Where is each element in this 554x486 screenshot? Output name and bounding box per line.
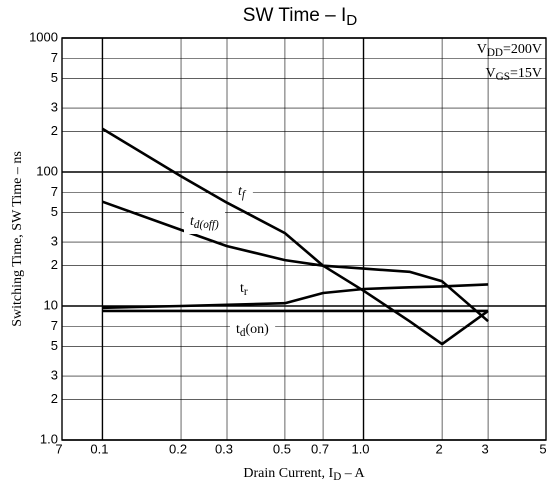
x-tick-label: 1.0: [351, 441, 369, 456]
y-tick-label: 5: [51, 70, 58, 85]
subscript: f: [242, 189, 247, 201]
text-part: V: [477, 42, 487, 57]
y-tick-label: 7: [51, 318, 58, 333]
label-bg: [232, 182, 253, 204]
y-tick-label: 3: [51, 100, 58, 115]
text-part: Drain Current, I: [243, 466, 333, 481]
y-tick-label: 1000: [29, 29, 58, 44]
text-part: t: [190, 214, 195, 229]
x-tick-label: 7: [55, 441, 62, 456]
y-tick-label: 2: [51, 257, 58, 272]
text-part: – A: [341, 466, 365, 481]
series-line: [102, 283, 489, 310]
text-part: t: [240, 281, 244, 296]
label-bg: [230, 320, 276, 342]
y-tick-label: 3: [51, 234, 58, 249]
label-bg: [234, 279, 254, 301]
text-part: (on): [245, 322, 269, 337]
text-part: V: [486, 66, 496, 81]
text-part: =15V: [510, 66, 542, 81]
subscript: r: [244, 286, 248, 298]
x-tick-label: 0.1: [90, 441, 108, 456]
x-tick-label: 5: [539, 441, 546, 456]
subscript: D: [346, 12, 357, 29]
x-tick-label: 0.3: [215, 441, 233, 456]
subscript: DD: [487, 47, 503, 59]
plot-frame: [61, 37, 547, 441]
series-label: td(off): [190, 214, 219, 231]
annotation: VGS=15V: [486, 66, 542, 83]
series-label: td(on): [236, 322, 269, 339]
y-tick-label: 5: [51, 338, 58, 353]
subscript: D: [333, 471, 341, 483]
x-tick-label: 0.5: [273, 441, 291, 456]
x-tick-label: 0.7: [311, 441, 329, 456]
series-label: tr: [240, 281, 248, 298]
text-part: t: [238, 184, 243, 199]
subscript: GS: [496, 71, 510, 83]
x-tick-label: 3: [481, 441, 488, 456]
x-tick-label: 2: [435, 441, 442, 456]
y-tick-label: 100: [36, 163, 58, 178]
label-bg: [184, 212, 226, 234]
text-part: SW Time – I: [243, 5, 346, 26]
subscript: d: [240, 327, 246, 339]
text-part: =200V: [503, 42, 542, 57]
x-tick-label: 0.2: [169, 441, 187, 456]
y-tick-label: 1.0: [40, 431, 58, 446]
y-tick-label: 7: [51, 184, 58, 199]
y-tick-label: 3: [51, 368, 58, 383]
subscript: d(off): [194, 219, 219, 231]
y-tick-label: 10: [44, 297, 58, 312]
chart-title: SW Time – ID: [243, 5, 357, 29]
y-tick-label: 2: [51, 391, 58, 406]
y-tick-label: 5: [51, 204, 58, 219]
series-line: [101, 200, 489, 323]
text-part: t: [236, 322, 240, 337]
x-axis-label: Drain Current, ID – A: [243, 466, 365, 483]
y-axis-label: Switching Time, SW Time – ns: [10, 151, 25, 327]
y-tick-label: 7: [51, 50, 58, 65]
annotation: VDD=200V: [477, 42, 542, 59]
series-label: tf: [238, 184, 247, 201]
y-tick-label: 2: [51, 123, 58, 138]
